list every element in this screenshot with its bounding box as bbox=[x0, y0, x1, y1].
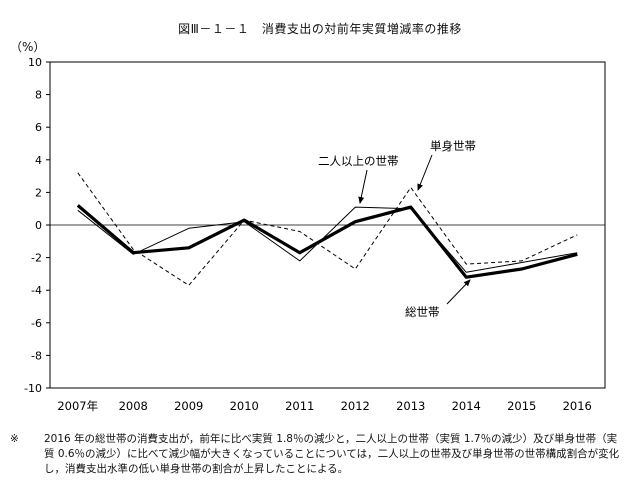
callout-total-households-arrow bbox=[446, 279, 471, 305]
y-tick-label: 6 bbox=[35, 121, 42, 134]
series-line-0 bbox=[76, 204, 578, 279]
x-tick-label: 2015 bbox=[507, 399, 536, 413]
y-tick-label: -8 bbox=[31, 349, 42, 362]
y-tick-label: -10 bbox=[24, 382, 42, 395]
callout-two-or-more-households-label: 二人以上の世帯 bbox=[318, 154, 399, 168]
y-tick-label: 2 bbox=[35, 186, 42, 199]
x-tick-label: 2007年 bbox=[57, 399, 98, 413]
series-line-2 bbox=[77, 172, 578, 286]
callout-total-households-label: 総世帯 bbox=[405, 305, 440, 319]
y-axis-unit-label: （%） bbox=[10, 40, 46, 54]
callout-single-households-label: 単身世帯 bbox=[430, 139, 476, 153]
footnote-mark: ※ bbox=[10, 433, 19, 445]
y-tick-label: 0 bbox=[35, 219, 42, 232]
chart-title: 図Ⅲ－１－１ 消費支出の対前年実質増減率の推移 bbox=[178, 22, 462, 36]
series-line-1 bbox=[77, 206, 578, 273]
y-tick-label: -4 bbox=[31, 284, 42, 297]
callout-single-households-arrow bbox=[417, 154, 433, 191]
y-tick-label: 10 bbox=[28, 56, 42, 69]
x-tick-label: 2011 bbox=[285, 399, 314, 413]
callout-two-or-more-households-arrow bbox=[358, 169, 368, 204]
x-tick-label: 2012 bbox=[341, 399, 370, 413]
y-tick-label: -2 bbox=[31, 252, 42, 265]
x-tick-label: 2009 bbox=[174, 399, 203, 413]
x-tick-label: 2016 bbox=[563, 399, 592, 413]
y-tick-label: -6 bbox=[31, 317, 42, 330]
x-tick-label: 2008 bbox=[119, 399, 148, 413]
y-tick-label: 4 bbox=[35, 154, 42, 167]
footnote: ※ 2016 年の総世帯の消費支出が，前年に比べ実質 1.8％の減少と，二人以上… bbox=[10, 432, 620, 477]
x-tick-label: 2013 bbox=[396, 399, 425, 413]
x-tick-label: 2014 bbox=[452, 399, 481, 413]
y-tick-label: 8 bbox=[35, 89, 42, 102]
x-tick-label: 2010 bbox=[230, 399, 259, 413]
footnote-text: 2016 年の総世帯の消費支出が，前年に比べ実質 1.8％の減少と，二人以上の世… bbox=[44, 433, 620, 475]
